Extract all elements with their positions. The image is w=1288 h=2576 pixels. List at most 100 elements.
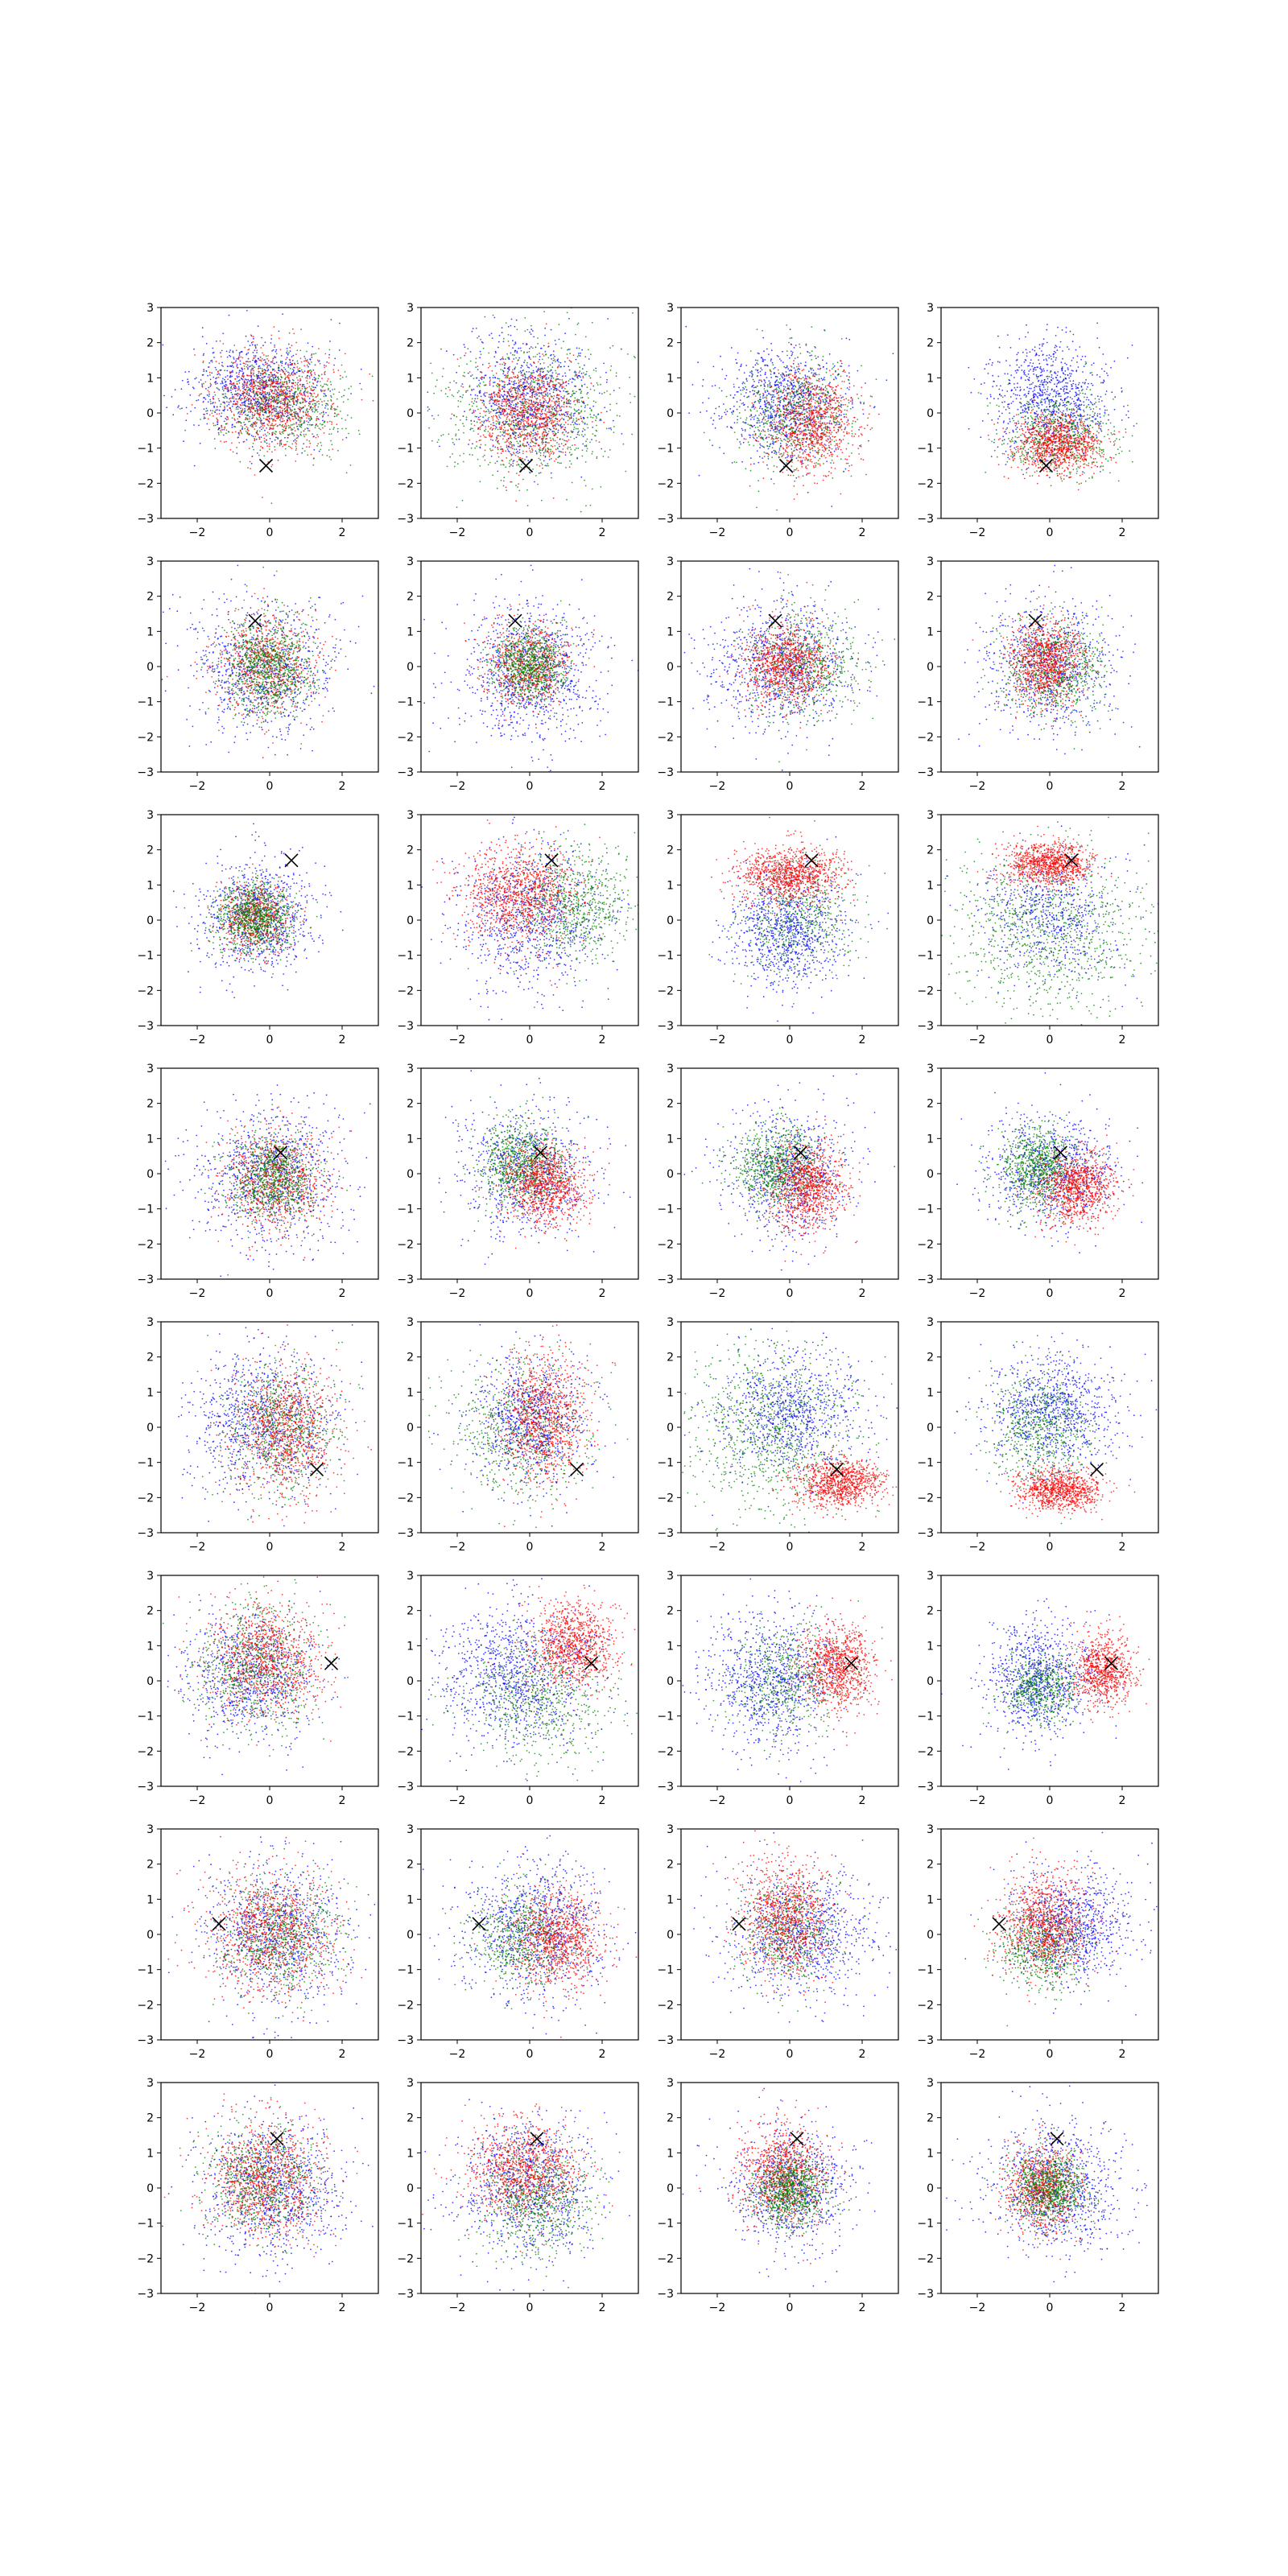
scatter-point <box>448 433 450 435</box>
scatter-point <box>507 434 509 436</box>
scatter-point <box>476 446 477 448</box>
scatter-point <box>538 444 539 446</box>
scatter-point <box>513 400 514 402</box>
scatter-point <box>496 420 497 422</box>
scatter-point <box>276 361 278 363</box>
scatter-point <box>248 421 250 423</box>
scatter-point <box>510 447 511 448</box>
scatter-point <box>202 327 204 328</box>
scatter-point <box>520 426 522 427</box>
scatter-point <box>472 454 473 456</box>
scatter-point <box>350 393 352 394</box>
scatter-point <box>299 425 301 427</box>
scatter-point <box>222 382 224 384</box>
scatter-point <box>273 349 275 351</box>
scatter-point <box>560 463 562 464</box>
scatter-point <box>510 415 511 416</box>
scatter-point <box>546 402 547 403</box>
scatter-point <box>279 416 280 418</box>
scatter-point <box>289 386 291 388</box>
scatter-point <box>497 452 498 454</box>
scatter-point <box>222 343 224 345</box>
scatter-point <box>555 448 557 450</box>
scatter-point <box>512 397 514 398</box>
scatter-point <box>303 365 305 366</box>
scatter-point <box>209 399 211 401</box>
scatter-point <box>483 394 485 395</box>
scatter-point <box>328 378 329 380</box>
scatter-point <box>609 403 611 405</box>
scatter-point <box>519 452 521 453</box>
scatter-point <box>333 394 335 395</box>
scatter-point <box>315 353 316 354</box>
scatter-point <box>427 407 429 408</box>
scatter-point <box>247 365 249 366</box>
scatter-point <box>266 406 268 407</box>
scatter-point <box>499 411 501 413</box>
scatter-point <box>465 390 467 392</box>
scatter-point <box>490 424 492 426</box>
scatter-point <box>291 389 292 390</box>
scatter-point <box>560 396 562 398</box>
scatter-point <box>532 469 534 470</box>
scatter-point <box>308 418 310 419</box>
scatter-point <box>479 440 481 441</box>
scatter-point <box>206 408 208 410</box>
scatter-point <box>305 388 307 390</box>
scatter-point <box>274 363 275 365</box>
scatter-point <box>300 407 302 409</box>
scatter-point <box>465 353 467 354</box>
scatter-point <box>596 415 597 417</box>
scatter-point <box>231 442 233 444</box>
scatter-point <box>229 398 231 399</box>
scatter-point <box>246 398 247 400</box>
scatter-point <box>178 405 180 407</box>
scatter-point <box>260 374 262 376</box>
scatter-point <box>229 315 230 316</box>
scatter-point <box>477 409 479 411</box>
scatter-point <box>203 383 204 385</box>
scatter-point <box>264 372 266 374</box>
scatter-point <box>506 353 508 355</box>
scatter-point <box>308 409 310 411</box>
scatter-point <box>452 396 454 398</box>
scatter-point <box>239 461 241 463</box>
scatter-point <box>521 407 522 409</box>
scatter-point <box>244 424 246 426</box>
scatter-point <box>510 438 512 440</box>
scatter-point <box>311 454 312 456</box>
scatter-point <box>238 376 240 378</box>
scatter-point <box>453 444 455 445</box>
scatter-point <box>497 347 499 349</box>
scatter-point <box>312 436 314 438</box>
scatter-point <box>542 353 543 355</box>
scatter-point <box>238 386 240 387</box>
scatter-point <box>562 398 564 399</box>
scatter-point <box>263 360 265 361</box>
scatter-point <box>508 382 510 384</box>
scatter-point <box>316 418 318 419</box>
scatter-point <box>506 396 508 398</box>
scatter-point <box>514 341 516 343</box>
scatter-point <box>297 412 299 414</box>
scatter-point <box>308 405 310 407</box>
scatter-point <box>545 442 547 444</box>
scatter-point <box>559 390 560 392</box>
scatter-point <box>520 395 522 397</box>
scatter-point <box>484 455 485 456</box>
scatter-point <box>500 436 502 437</box>
scatter-point <box>525 425 526 427</box>
scatter-point <box>221 356 222 357</box>
scatter-point <box>565 467 567 469</box>
scatter-point <box>468 444 469 445</box>
scatter-point <box>510 325 512 327</box>
scatter-point <box>572 382 573 383</box>
scatter-point <box>548 343 550 345</box>
scatter-point <box>518 397 520 398</box>
scatter-point <box>524 415 526 416</box>
scatter-point <box>230 410 232 411</box>
scatter-point <box>292 360 294 361</box>
scatter-point <box>553 395 555 397</box>
scatter-point <box>253 388 254 390</box>
scatter-point <box>278 389 279 390</box>
